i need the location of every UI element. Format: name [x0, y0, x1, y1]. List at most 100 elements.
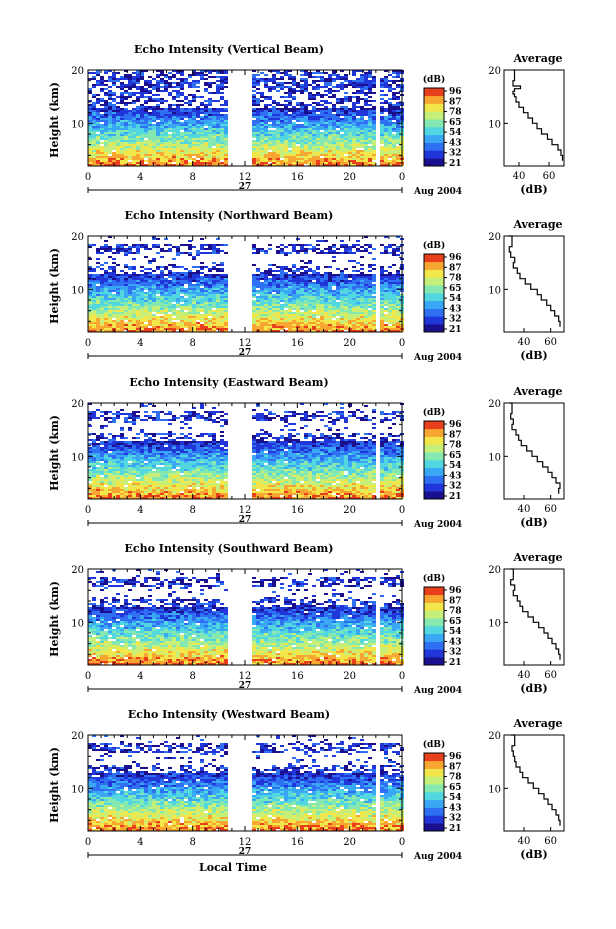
heatmap-cell — [328, 276, 332, 278]
heatmap-cell — [364, 132, 368, 134]
heatmap-cell — [372, 82, 376, 84]
heatmap-cell — [152, 138, 156, 140]
heatmap-cell — [204, 248, 208, 250]
heatmap-cell — [172, 146, 176, 148]
heatmap-cell — [272, 160, 276, 162]
heatmap-cell — [200, 134, 204, 136]
heatmap-cell — [148, 298, 152, 300]
heatmap-cell — [328, 326, 332, 328]
heatmap-cell — [260, 120, 264, 122]
heatmap-cell — [140, 274, 144, 276]
heatmap-cell — [368, 136, 372, 138]
heatmap-cell — [308, 96, 312, 98]
heatmap-cell — [348, 300, 352, 302]
heatmap-cell — [224, 118, 228, 120]
heatmap-cell — [192, 308, 196, 310]
heatmap-cell — [88, 78, 92, 80]
heatmap-cell — [340, 246, 344, 248]
heatmap-cell — [308, 128, 312, 130]
heatmap-cell — [140, 294, 144, 296]
heatmap-cell — [184, 102, 188, 104]
heatmap-cell — [268, 154, 272, 156]
heatmap-cell — [136, 274, 140, 276]
heatmap-cell — [116, 132, 120, 134]
heatmap-cell — [344, 142, 348, 144]
heatmap-cell — [88, 294, 92, 296]
heatmap-cell — [332, 300, 336, 302]
heatmap-cell — [200, 290, 204, 292]
heatmap-cell — [348, 122, 352, 124]
heatmap-cell — [272, 108, 276, 110]
heatmap-cell — [344, 278, 348, 280]
heatmap-cell — [100, 322, 104, 324]
heatmap-cell — [296, 148, 300, 150]
heatmap-cell — [120, 326, 124, 328]
heatmap-cell — [280, 96, 284, 98]
heatmap-cell — [216, 130, 220, 132]
heatmap-cell — [324, 132, 328, 134]
heatmap-cell — [224, 130, 228, 132]
heatmap-cell — [104, 120, 108, 122]
heatmap-cell — [300, 110, 304, 112]
heatmap-cell — [288, 78, 292, 80]
heatmap-cell — [396, 138, 400, 140]
heatmap-cell — [156, 110, 160, 112]
heatmap-cell — [388, 152, 392, 154]
heatmap-cell — [108, 306, 112, 308]
heatmap-cell — [268, 86, 272, 88]
heatmap-cell — [328, 126, 332, 128]
heatmap-cell — [104, 80, 108, 82]
heatmap-cell — [112, 140, 116, 142]
heatmap-cell — [332, 96, 336, 98]
heatmap-cell — [120, 286, 124, 288]
heatmap-cell — [124, 324, 128, 326]
heatmap-cell — [128, 156, 132, 158]
heatmap-cell — [272, 288, 276, 290]
heatmap-cell — [96, 152, 100, 154]
heatmap-cell — [180, 154, 184, 156]
heatmap-cell — [96, 98, 100, 100]
heatmap-cell — [340, 274, 344, 276]
heatmap-cell — [268, 70, 272, 72]
heatmap-cell — [212, 302, 216, 304]
heatmap-cell — [144, 284, 148, 286]
heatmap-cell — [292, 248, 296, 250]
heatmap-cell — [96, 110, 100, 112]
heatmap-cell — [264, 280, 268, 282]
heatmap-cell — [380, 156, 384, 158]
heatmap-cell — [344, 326, 348, 328]
heatmap-cell — [336, 298, 340, 300]
heatmap-cell — [96, 324, 100, 326]
heatmap-cell — [188, 124, 192, 126]
heatmap-cell — [152, 124, 156, 126]
heatmap-cell — [180, 288, 184, 290]
heatmap-cell — [284, 116, 288, 118]
heatmap-cell — [132, 116, 136, 118]
heatmap-cell — [296, 90, 300, 92]
heatmap-cell — [88, 88, 92, 90]
heatmap-cell — [188, 164, 192, 166]
heatmap-cell — [128, 136, 132, 138]
heatmap-cell — [216, 116, 220, 118]
heatmap-cell — [164, 118, 168, 120]
heatmap-cell — [176, 296, 180, 298]
heatmap-cell — [128, 286, 132, 288]
heatmap-cell — [112, 136, 116, 138]
heatmap-cell — [284, 272, 288, 274]
heatmap-cell — [372, 158, 376, 160]
heatmap-cell — [304, 112, 308, 114]
heatmap-cell — [320, 148, 324, 150]
heatmap-cell — [292, 84, 296, 86]
heatmap-cell — [192, 274, 196, 276]
heatmap-cell — [104, 318, 108, 320]
heatmap-cell — [352, 152, 356, 154]
heatmap-cell — [392, 140, 396, 142]
heatmap-cell — [196, 290, 200, 292]
heatmap-cell — [144, 306, 148, 308]
heatmap-cell — [120, 118, 124, 120]
heatmap-cell — [100, 126, 104, 128]
heatmap-cell — [352, 282, 356, 284]
heatmap-cell — [160, 280, 164, 282]
heatmap-cell — [104, 292, 108, 294]
heatmap-cell — [208, 82, 212, 84]
